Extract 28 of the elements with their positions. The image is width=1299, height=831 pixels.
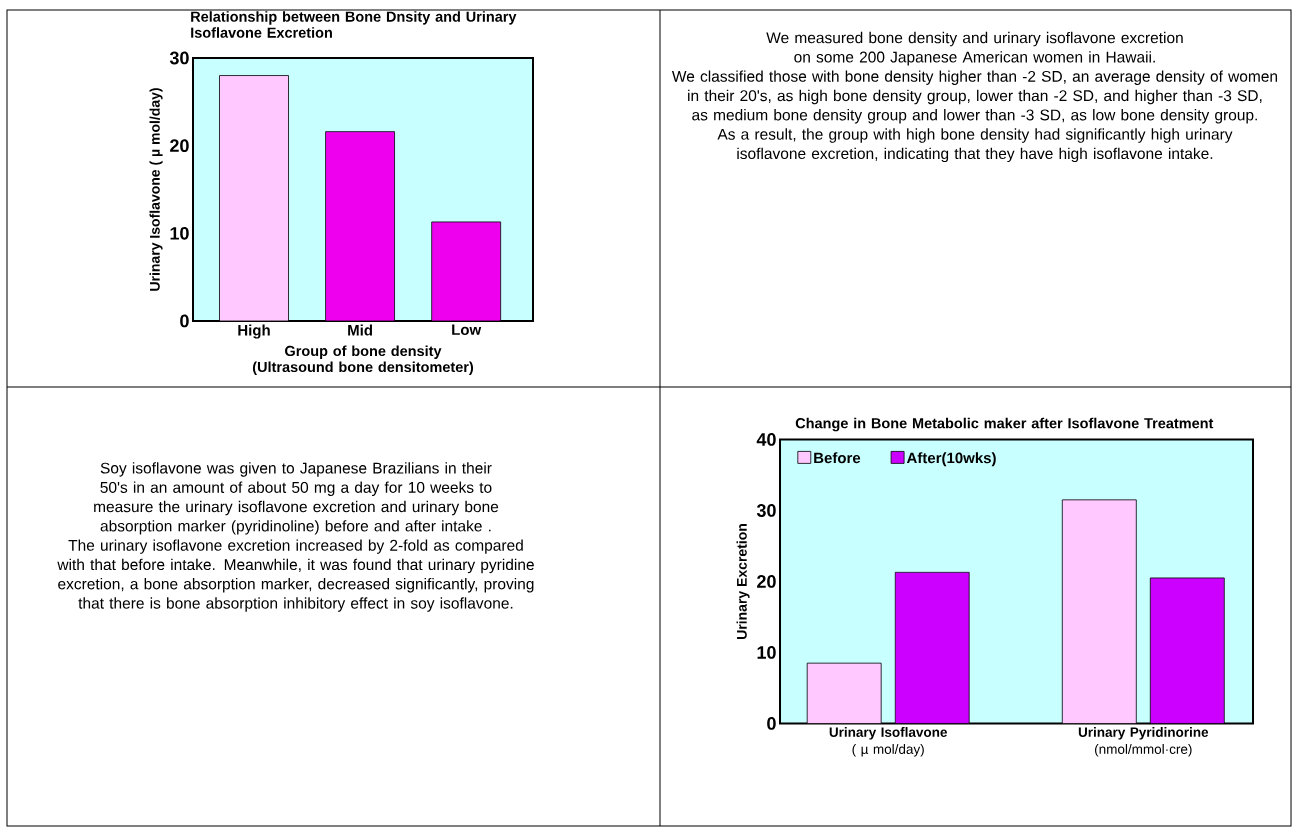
y-tick-label: 10 [757,646,776,659]
chart-title: Relationship between Bone Dnsity and Urinary Isoflavone Excretion [191,11,517,38]
text: Soy isoflavone was given to Japanese Brazilians in their 50's in an amount of about 50 mg a day for 10 weeks to measure the urinary isoflavone excretion and urinary bone absorption marker (pyridinoline) before and after intake . [94,462,499,535]
text: We measured bone density and urinary isoflavone excretion on some 200 Japanese American women in Hawaii. [766,31,1183,66]
text: The urinary isoflavone excretion increased by 2-fold as compared with that before intake. Meanwhile, it was found that urinary pyridine excretion, a bone absorption marker, decreased significantly, proving that there is bone absorption inhibitory effect in soy isoflavone. [57,539,534,612]
x-tick-label: Low [452,324,482,335]
text: As a result, the group with high bone density had significantly high urinary isoflavone excretion, indicating that they have high isoflavone intake. [717,128,1233,163]
y-axis-title: Urinary Excretion [736,524,750,640]
bar [806,662,882,724]
bar [894,571,970,724]
bar [1149,577,1225,724]
legend-label: After(10wks) [906,452,996,467]
y-tick-label: 30 [756,504,776,517]
y-tick-label: 0 [180,314,189,328]
y-tick-label: 10 [170,226,189,240]
bar [1061,499,1137,724]
text: We classified those with bone density higher than -2 SD, an average density of women in their 20's, as high bone density group, lower than -2 SD, and higher than -3 SD, as medium bone density group and lower than -3 SD, as low bone density group. [671,70,1278,124]
y-tick-label: 20 [170,139,189,153]
y-tick-label: 40 [756,433,776,446]
legend-label: Before [814,452,861,464]
y-tick-label: 20 [757,575,776,588]
x-tick-label: Urinary Pyridinorine (nmol/mmol·cre) [1078,727,1209,757]
y-tick-label: 0 [767,717,776,730]
y-tick-label: 30 [169,51,189,65]
x-tick-label: High [238,324,270,339]
x-tick-label: Mid [348,324,373,336]
chart-title: Change in Bone Metabolic maker after Isoflavone Treatment [795,417,1214,432]
x-axis-title: Group of bone density (Ultrasound bone densitometer) [252,345,474,375]
